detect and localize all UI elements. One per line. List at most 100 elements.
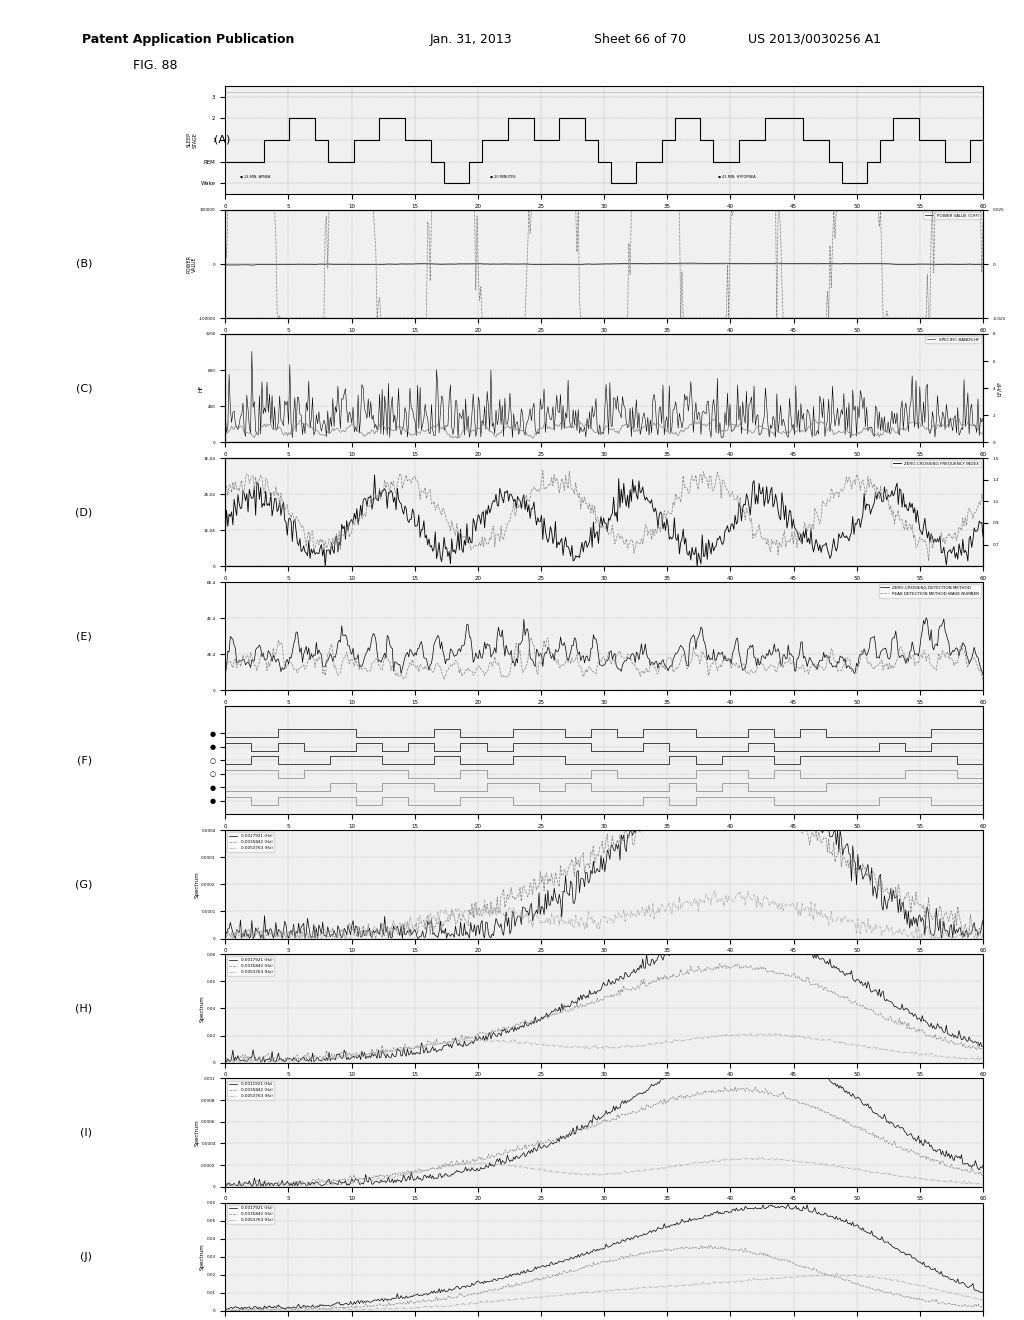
Legend: ZERO-CROSSING DETECTION METHOD, PEAK DETECTION METHOD WAVE NUMBER: ZERO-CROSSING DETECTION METHOD, PEAK DET… (879, 585, 981, 598)
0.0017921 (Hz) (563, 999, 575, 1015)
Y-axis label: LF/HF: LF/HF (996, 380, 1001, 396)
CENTRAL VALUE RATIO (667, 426, 679, 442)
0.0011921 (Hz) (793, 1071, 805, 1086)
0.0035842 (Hz) (793, 1094, 805, 1110)
Y-axis label: Spectrum: Spectrum (195, 871, 200, 898)
TIME-CONSTANT FREQUENCY FLUCTUATION (726, 483, 738, 499)
0.0035842 (Hz) (719, 1078, 731, 1094)
ZERO-CROSSING DETECTION METHOD (562, 652, 574, 668)
0.0011921 (Hz) (669, 1071, 681, 1086)
ZERO-CROSSING DETECTION METHOD (790, 663, 802, 678)
0.0035842 (Hz) (219, 1177, 231, 1193)
0.0053763 (Hz) (667, 1158, 679, 1173)
Text: (J): (J) (80, 1251, 92, 1262)
0.0035842 (Hz) (354, 1045, 367, 1061)
0.0035842 (Hz) (618, 822, 631, 838)
0.0017921 (Hz) (354, 1294, 367, 1309)
Text: (I): (I) (80, 1127, 92, 1138)
FRACTION ADAPTIVE CONSTANT (SIGMA) (793, 310, 805, 326)
0.0017921 (Hz) (219, 1302, 231, 1317)
0.0053763 (Hz) (283, 1303, 295, 1319)
0.0035842 (Hz) (354, 1171, 367, 1187)
0.0017921 (Hz) (415, 1035, 427, 1051)
PEAK DETECTION METHOD WAVE NUMBER (667, 664, 679, 680)
FRACTION ADAPTIVE CONSTANT (SIGMA) (219, 226, 231, 242)
ZERO-CROSSING FREQUENCY INDEX (354, 498, 367, 513)
POWER VALUE (CHF) (354, 256, 367, 272)
0.0035842 (Hz) (219, 1051, 231, 1067)
SPECIFIC BANDS HF (354, 408, 367, 424)
FRACTION ADAPTIVE CONSTANT (SIGMA) (564, 202, 577, 218)
0.0053763 (Hz) (353, 923, 366, 939)
Y-axis label: Spectrum: Spectrum (200, 995, 205, 1022)
Text: FIG. 88: FIG. 88 (133, 59, 177, 73)
ZERO-CROSSING DETECTION METHOD (977, 667, 989, 682)
0.0053763 (Hz) (977, 1291, 989, 1307)
0.0017921 (Hz) (667, 1217, 679, 1233)
0.0035842 (Hz) (977, 1041, 989, 1057)
Line: PEAK DETECTION METHOD WAVE NUMBER: PEAK DETECTION METHOD WAVE NUMBER (225, 638, 983, 680)
ZERO-CROSSING FREQUENCY INDEX (977, 529, 989, 545)
0.0035842 (Hz) (563, 1003, 575, 1019)
TIME-CONSTANT FREQUENCY FLUCTUATION (353, 511, 366, 527)
0.0035842 (Hz) (299, 931, 311, 946)
Text: (F): (F) (77, 755, 92, 766)
0.0011921 (Hz) (354, 1176, 367, 1192)
SPECIFIC BANDS HF (246, 343, 258, 359)
Line: ZERO-CROSSING FREQUENCY INDEX: ZERO-CROSSING FREQUENCY INDEX (225, 475, 983, 566)
ZERO-CROSSING DETECTION METHOD (219, 667, 231, 682)
FRACTION ADAPTIVE CONSTANT (SIGMA) (272, 310, 285, 326)
0.0035842 (Hz) (714, 956, 726, 972)
FRACTION ADAPTIVE CONSTANT (SIGMA) (355, 202, 368, 218)
Text: Jan. 31, 2013: Jan. 31, 2013 (430, 33, 513, 46)
PEAK DETECTION METHOD WAVE NUMBER (414, 656, 426, 672)
0.0017921 (Hz) (640, 946, 652, 962)
ZERO-CROSSING DETECTION METHOD (725, 656, 737, 672)
X-axis label: TIME (MINUTES): TIME (MINUTES) (585, 834, 624, 840)
0.0053763 (Hz) (219, 1179, 231, 1195)
0.0053763 (Hz) (769, 1026, 781, 1041)
ZERO-CROSSING FREQUENCY INDEX (369, 467, 381, 483)
0.0035842 (Hz) (702, 1237, 715, 1253)
Text: Sheet 66 of 70: Sheet 66 of 70 (594, 33, 686, 46)
Line: 0.0053763 (Hz): 0.0053763 (Hz) (225, 891, 983, 939)
0.0053763 (Hz) (726, 1274, 738, 1290)
0.0017921 (Hz) (219, 1051, 231, 1067)
0.0017921 (Hz) (219, 923, 231, 939)
X-axis label: TIME (MINUTES): TIME (MINUTES) (585, 958, 624, 964)
Text: US 2013/0030256 A1: US 2013/0030256 A1 (748, 33, 881, 46)
0.0035842 (Hz) (977, 1298, 989, 1313)
X-axis label: TIME (MINUTES): TIME (MINUTES) (585, 1082, 624, 1088)
0.0017921 (Hz) (563, 887, 575, 903)
0.0017921 (Hz) (726, 1201, 738, 1217)
0.0053763 (Hz) (977, 1051, 989, 1067)
0.0035842 (Hz) (793, 1258, 805, 1274)
0.0053763 (Hz) (366, 931, 378, 946)
ZERO-CROSSING DETECTION METHOD (666, 659, 678, 675)
0.0053763 (Hz) (726, 1028, 738, 1044)
TIME-CONSTANT FREQUENCY FLUCTUATION (537, 462, 549, 478)
Text: ● 41 MIN. HYPOPNEA: ● 41 MIN. HYPOPNEA (718, 174, 756, 178)
X-axis label: TIME (MINUTES): TIME (MINUTES) (585, 586, 624, 591)
0.0035842 (Hz) (563, 1126, 575, 1142)
0.0035842 (Hz) (728, 1241, 740, 1257)
0.0035842 (Hz) (229, 1303, 242, 1319)
0.0053763 (Hz) (228, 1055, 241, 1071)
0.0035842 (Hz) (667, 1242, 679, 1258)
Legend: ZERO-CROSSING FREQUENCY INDEX: ZERO-CROSSING FREQUENCY INDEX (891, 461, 981, 467)
0.0053763 (Hz) (728, 894, 740, 909)
0.0053763 (Hz) (563, 1166, 575, 1181)
POWER VALUE (CHF) (667, 256, 679, 272)
Text: (A): (A) (214, 135, 230, 145)
FRACTION ADAPTIVE CONSTANT (SIGMA) (977, 215, 989, 231)
Legend: 0.0017921 (Hz), 0.0035842 (Hz), 0.0053763 (Hz): 0.0017921 (Hz), 0.0035842 (Hz), 0.005376… (227, 833, 274, 851)
0.0053763 (Hz) (563, 1287, 575, 1303)
0.0017921 (Hz) (669, 822, 681, 838)
SPECIFIC BANDS HF (219, 405, 231, 421)
ZERO-CROSSING DETECTION METHOD (920, 610, 932, 626)
POWER VALUE (CHF) (415, 256, 427, 272)
ZERO-CROSSING FREQUENCY INDEX (417, 521, 429, 537)
0.0035842 (Hz) (728, 958, 740, 974)
0.0053763 (Hz) (415, 1038, 427, 1053)
0.0011921 (Hz) (246, 1179, 258, 1195)
